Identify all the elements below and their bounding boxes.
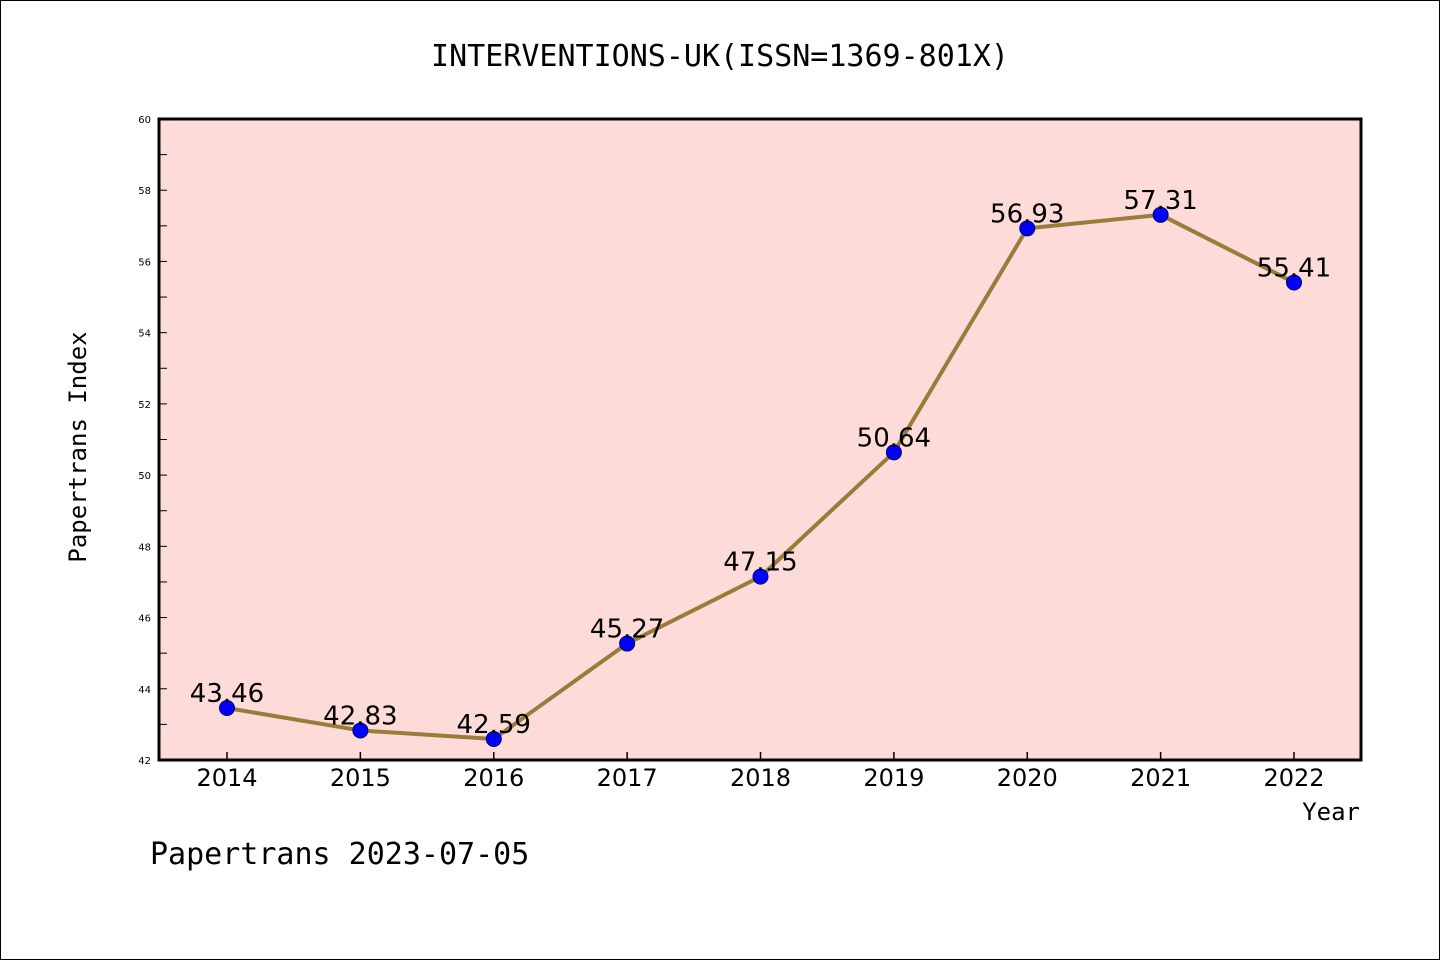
x-tick-label: 2018 bbox=[730, 764, 791, 792]
data-label: 43.46 bbox=[190, 679, 264, 709]
plot-area bbox=[157, 117, 1363, 762]
x-tick-label: 2020 bbox=[997, 764, 1058, 792]
data-labels: 43.46 42.83 42.59 45.27 47.15 50.64 56.93 57.31… bbox=[190, 186, 1331, 740]
data-point bbox=[1286, 274, 1302, 291]
x-tick-label: 2019 bbox=[863, 764, 924, 792]
data-label: 56.93 bbox=[990, 199, 1064, 229]
y-tick-label: 54 bbox=[138, 329, 151, 340]
x-tick-label: 2021 bbox=[1130, 764, 1191, 792]
x-axis: 2014 2015 2016 2017 2018 2019 2020 2021 2022 bbox=[196, 752, 1325, 792]
data-point bbox=[352, 722, 369, 739]
chart-title: INTERVENTIONS-UK(ISSN=1369-801X) bbox=[431, 39, 1009, 74]
data-label: 50.64 bbox=[857, 423, 931, 453]
data-point bbox=[485, 730, 502, 747]
series-markers bbox=[219, 206, 1302, 747]
footer-caption: Papertrans 2023-07-05 bbox=[150, 837, 529, 872]
data-label: 45.27 bbox=[590, 615, 664, 645]
y-tick-label: 50 bbox=[138, 471, 151, 482]
data-label: 42.83 bbox=[323, 701, 397, 731]
data-point bbox=[1152, 206, 1169, 223]
x-tick-label: 2022 bbox=[1263, 764, 1324, 792]
data-point bbox=[752, 568, 769, 585]
x-tick-label: 2014 bbox=[196, 764, 257, 792]
x-tick-label: 2015 bbox=[330, 764, 391, 792]
data-label: 47.15 bbox=[723, 548, 797, 578]
data-point bbox=[885, 444, 902, 461]
data-point bbox=[619, 635, 636, 652]
y-axis-label: Papertrans Index bbox=[64, 331, 92, 562]
y-tick-label: 48 bbox=[138, 542, 151, 553]
data-point bbox=[1019, 220, 1036, 237]
x-tick-label: 2017 bbox=[597, 764, 658, 792]
y-tick-label: 46 bbox=[138, 614, 151, 625]
data-label: 55.41 bbox=[1257, 253, 1331, 283]
data-label: 57.31 bbox=[1123, 186, 1197, 216]
data-label: 42.59 bbox=[457, 710, 531, 740]
data-point bbox=[219, 700, 235, 717]
x-tick-label: 2016 bbox=[463, 764, 524, 792]
y-tick-label: 56 bbox=[138, 257, 151, 268]
y-tick-label: 42 bbox=[138, 756, 151, 767]
y-tick-label: 60 bbox=[138, 115, 151, 126]
y-axis: 42 44 46 48 50 52 54 56 58 60 bbox=[138, 115, 167, 767]
y-tick-label: 58 bbox=[138, 186, 151, 197]
y-tick-label: 44 bbox=[138, 685, 151, 696]
y-tick-label: 52 bbox=[138, 400, 151, 411]
x-axis-label: Year bbox=[1302, 798, 1360, 826]
